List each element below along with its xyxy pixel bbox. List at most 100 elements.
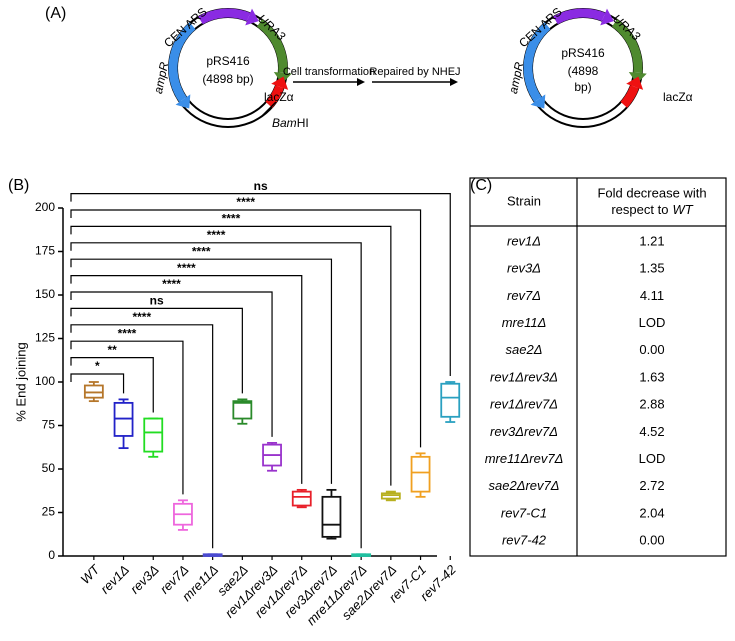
plasmid-size: (4898 bp) (202, 72, 253, 86)
header-text: respect to (611, 202, 668, 217)
significance-label: ** (107, 343, 117, 357)
x-tick-label: rev3Δ (127, 562, 162, 597)
site-italic: Bam (272, 116, 297, 130)
significance-label: **** (132, 310, 151, 324)
table-cell: 2.04 (639, 505, 664, 520)
table-cell: rev7Δ (507, 288, 541, 303)
panel-label: (A) (45, 5, 66, 22)
box (232, 400, 253, 420)
table-cell: 2.88 (639, 397, 664, 412)
gene-label: ampR (506, 60, 526, 95)
panel-label: (B) (8, 177, 29, 194)
plasmid-name: pRS416 (561, 46, 605, 60)
y-tick-label: 200 (35, 200, 55, 214)
gene-arc (265, 85, 284, 108)
significance-label: ns (254, 179, 268, 193)
significance-label: **** (177, 261, 196, 275)
step-arrowhead (450, 78, 458, 86)
gene-arrowhead (175, 94, 191, 109)
significance-bracket (70, 357, 154, 413)
restriction-site: BamHI (272, 116, 309, 130)
gene-arrowhead (271, 76, 289, 90)
y-tick-label: 0 (48, 548, 55, 562)
y-tick-label: 100 (35, 374, 55, 388)
site-plain: HI (297, 116, 309, 130)
table-cell: 1.63 (639, 369, 664, 384)
gene-label: lacZα (264, 90, 294, 104)
table-cell: 0.00 (639, 533, 664, 548)
significance-bracket (70, 225, 392, 486)
header-italic: WT (672, 202, 693, 217)
table-cell: LOD (639, 315, 666, 330)
gene-arc (611, 19, 643, 74)
significance-label: **** (222, 212, 241, 226)
box (291, 490, 312, 507)
table-cell: 2.72 (639, 478, 664, 493)
table-cell: rev1Δrev7Δ (490, 397, 558, 412)
significance-bracket (70, 373, 125, 394)
step-arrowhead (357, 78, 365, 86)
step-label: Cell transformation (283, 66, 375, 78)
plasmid-size: bp) (574, 80, 591, 94)
gene-label: CEN ARS (516, 5, 565, 51)
table-cell: mre11Δ (502, 315, 547, 330)
table-cell: sae2Δ (506, 342, 543, 357)
table-header: Strain (507, 193, 541, 208)
significance-label: **** (162, 277, 181, 291)
gene-label: ampR (151, 60, 171, 95)
table-cell: 4.11 (640, 288, 664, 303)
gene-arrowhead (530, 94, 546, 109)
significance-bracket (70, 209, 422, 448)
gene-arc (198, 8, 251, 25)
table-cell: 1.35 (639, 261, 664, 276)
significance-bracket (70, 307, 243, 394)
significance-bracket (70, 242, 362, 549)
box (410, 455, 431, 493)
table-cell: 4.52 (639, 424, 664, 439)
significance-bracket (70, 291, 273, 437)
table-border (469, 177, 727, 557)
table-cell: mre11Δrev7Δ (485, 451, 564, 466)
significance-label: **** (207, 228, 226, 242)
table-header: respect to WT (611, 202, 693, 217)
plasmid-name: pRS416 (206, 54, 250, 68)
significance-bracket (70, 258, 333, 484)
y-axis-label: % End joining (13, 342, 28, 422)
panel-label: (C) (470, 177, 492, 194)
box (321, 495, 342, 538)
significance-label: **** (118, 326, 137, 340)
significance-bracket (70, 275, 303, 484)
table-header: Fold decrease with (597, 185, 706, 200)
x-tick-label: rev1Δ (97, 562, 132, 597)
significance-label: **** (236, 195, 255, 209)
gene-arrowhead (245, 8, 259, 26)
table-cell: rev3Δrev7Δ (490, 424, 558, 439)
box (143, 417, 164, 453)
significance-bracket (70, 193, 451, 376)
significance-bracket (70, 340, 184, 495)
table-cell: 0.00 (639, 342, 664, 357)
gene-arrowhead (626, 76, 644, 90)
table-cell: rev7-C1 (501, 505, 547, 520)
step-label: Repaired by NHEJ (369, 66, 460, 78)
table-cell: sae2Δrev7Δ (489, 478, 560, 493)
gene-arc (256, 19, 288, 74)
y-tick-label: 25 (42, 505, 56, 519)
y-tick-label: 125 (35, 331, 55, 345)
plasmid-size: (4898 (568, 64, 599, 78)
y-tick-label: 75 (42, 418, 56, 432)
box (440, 382, 461, 418)
table-cell: rev3Δ (507, 261, 541, 276)
table-cell: 1.21 (639, 233, 664, 248)
significance-label: ns (150, 294, 164, 308)
y-tick-label: 175 (35, 244, 55, 258)
significance-bracket (70, 324, 214, 549)
gene-label: lacZα (663, 90, 693, 104)
gene-label: CEN ARS (161, 5, 210, 51)
table-cell: rev1Δrev3Δ (490, 369, 558, 384)
y-tick-label: 150 (35, 287, 55, 301)
table-cell: rev7-42 (502, 533, 547, 548)
table-cell: LOD (639, 451, 666, 466)
gene-arc (523, 22, 551, 103)
